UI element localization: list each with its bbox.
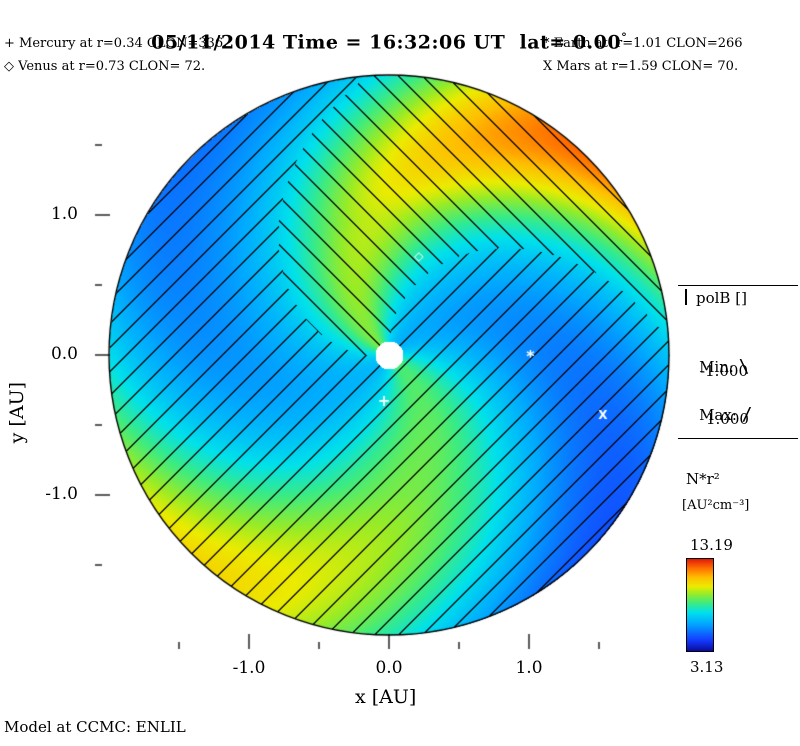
colorbar-max-value: 13.19 bbox=[690, 536, 733, 554]
model-footer: Model at CCMC: ENLIL bbox=[4, 718, 186, 736]
density-plot-canvas bbox=[89, 55, 689, 655]
polb-max-value: 1.000 bbox=[706, 410, 749, 428]
y-tick-label-0: 0.0 bbox=[50, 344, 78, 364]
plot-title: 05/11/2014 Time = 16:32:06 UT lat= 0.00° bbox=[123, 8, 628, 75]
x-tick-label-1: 1.0 bbox=[515, 658, 543, 678]
y-tick-label-neg1: -1.0 bbox=[45, 484, 78, 504]
polb-min-line: Min: \ bbox=[680, 338, 750, 395]
polb-sample-bar bbox=[685, 289, 687, 305]
x-axis-label: x [AU] bbox=[355, 686, 417, 708]
x-tick-label-0: 0.0 bbox=[375, 658, 403, 678]
y-axis-label: y [AU] bbox=[6, 382, 28, 444]
colorbar-quantity: N*r² bbox=[686, 470, 720, 488]
legend-top-rule bbox=[678, 285, 798, 286]
y-tick-label-1: 1.0 bbox=[50, 204, 78, 224]
polb-min-value: -1.000 bbox=[700, 362, 749, 380]
polb-max-label: Max: bbox=[699, 406, 742, 424]
degree-symbol: ° bbox=[621, 30, 628, 44]
colorbar-min-value: 3.13 bbox=[690, 658, 724, 676]
polb-title: polB [] bbox=[696, 289, 747, 307]
colorbar-gradient bbox=[686, 558, 714, 652]
colorbar-units: [AU²cm⁻³] bbox=[682, 498, 750, 513]
mercury-annotation: + Mercury at r=0.34 CLON=336. bbox=[4, 36, 228, 51]
earth-annotation: * Earth at r=1.01 CLON=266 bbox=[543, 36, 743, 51]
polb-max-hatch-symbol: / bbox=[741, 404, 753, 425]
legend-bottom-rule bbox=[678, 438, 798, 439]
polb-max-line: Max: / bbox=[680, 386, 753, 443]
polb-min-label: Min: bbox=[699, 358, 739, 376]
x-tick-label-neg1: -1.0 bbox=[232, 658, 266, 678]
polb-min-hatch-symbol: \ bbox=[738, 356, 750, 377]
plot-title-text: 05/11/2014 Time = 16:32:06 UT lat= 0.00 bbox=[151, 31, 622, 54]
